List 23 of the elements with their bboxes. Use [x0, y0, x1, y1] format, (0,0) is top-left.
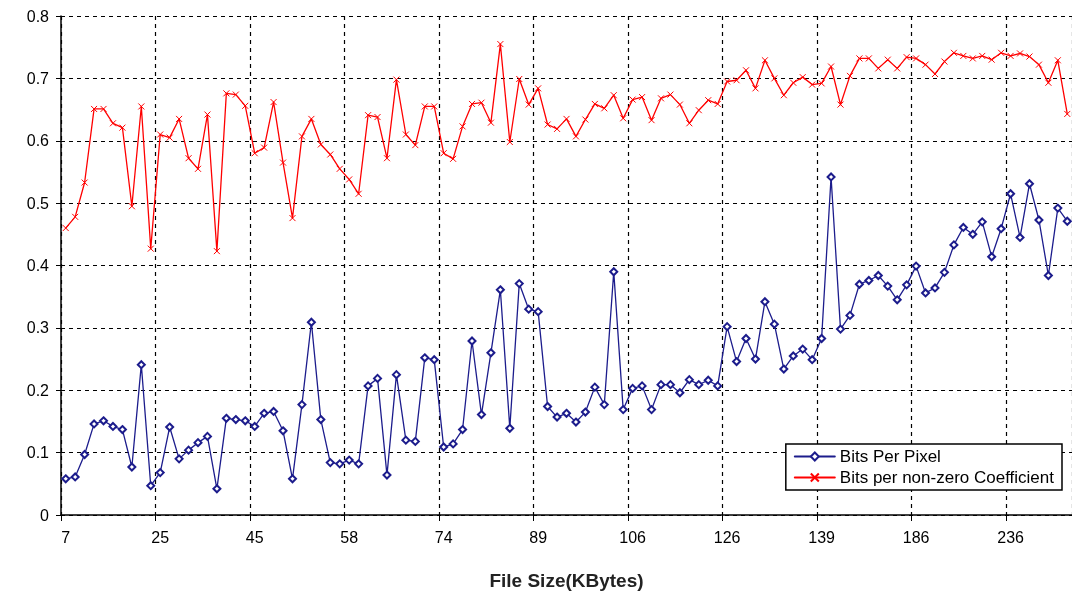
x-tick-label: 186: [902, 528, 930, 546]
y-tick-label: 0.4: [26, 257, 50, 274]
y-tick-label: 0.1: [26, 444, 50, 462]
x-tick-label: 139: [808, 528, 836, 546]
x-tick-label: 89: [529, 528, 548, 546]
x-tick-label: 74: [434, 528, 453, 546]
x-tick-label: 126: [713, 528, 741, 546]
x-tick-label: 25: [151, 528, 170, 546]
x-tick-label: 106: [619, 528, 647, 546]
x-tick-label: 45: [245, 528, 264, 546]
y-tick-label: 0.5: [26, 194, 50, 212]
y-tick-label: 0.2: [26, 381, 50, 399]
legend-label: Bits Per Pixel: [839, 447, 941, 466]
x-tick-label: 7: [61, 528, 71, 546]
y-tick-label: 0: [40, 506, 50, 524]
x-tick-label: 58: [340, 528, 359, 546]
x-axis-title: File Size(KBytes): [489, 570, 644, 591]
y-tick-label: 0.6: [26, 132, 50, 150]
y-tick-label: 0.3: [26, 319, 50, 337]
y-tick-label: 0.8: [26, 7, 50, 25]
legend-label: Bits per non-zero Coefficient: [839, 468, 1055, 487]
y-tick-label: 0.7: [26, 69, 50, 87]
x-tick-label: 236: [997, 528, 1025, 546]
